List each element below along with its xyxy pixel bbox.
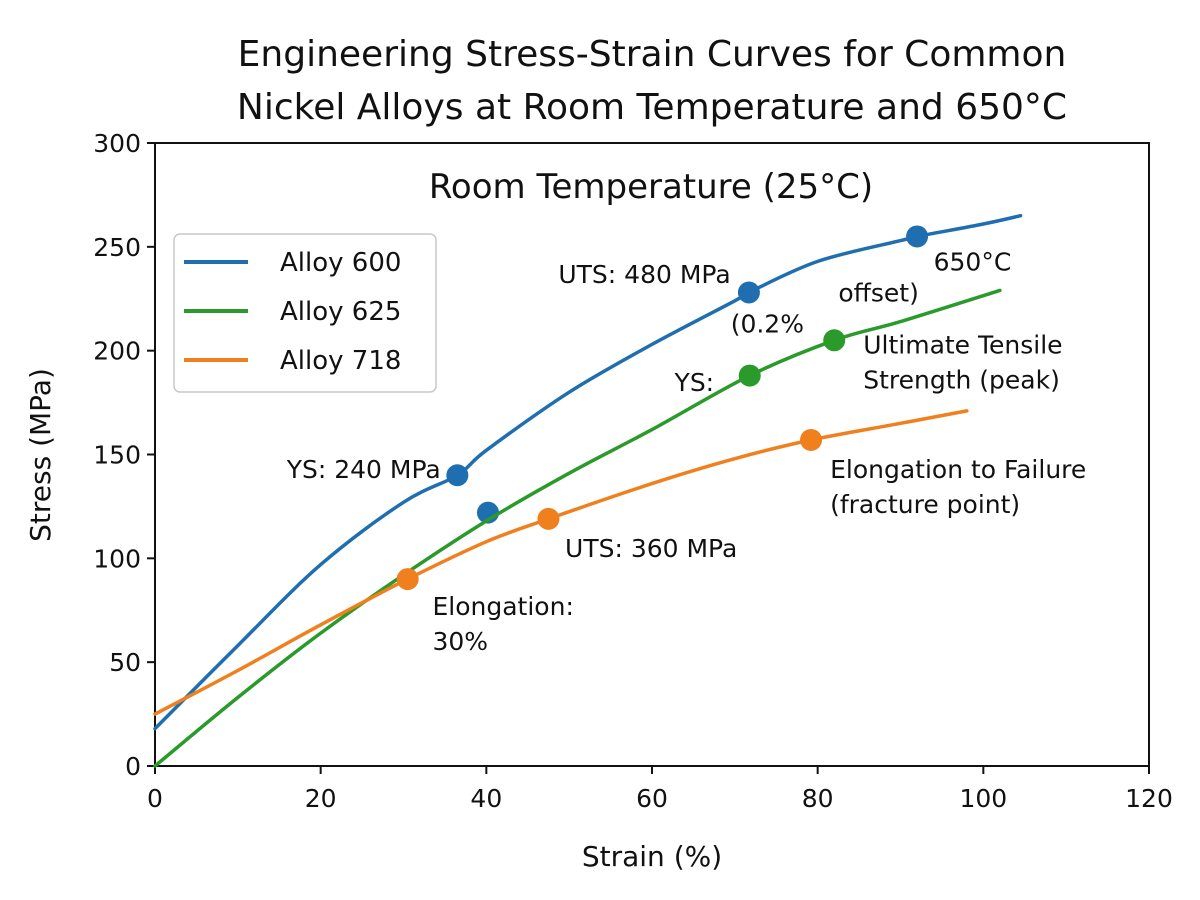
y-axis: 0 50 100 150 200 250 300 [93,129,155,781]
y-tick-label: 100 [93,544,141,573]
y-tick-label: 250 [93,233,141,262]
x-tick-label: 80 [802,784,834,813]
annotation-text: YS: 240 MPa [286,455,441,484]
legend-item-alloy-600: Alloy 600 [184,248,401,278]
data-point-alloy-600 [906,225,929,248]
annotation-text: UTS: 360 MPa [565,534,737,563]
legend-item-alloy-625: Alloy 625 [184,297,401,327]
x-tick-label: 60 [636,784,668,813]
annotation: (0.2% [731,310,804,339]
chart-subtitle: Room Temperature (25°C) [429,167,873,207]
annotation-text: Elongation: [432,592,573,621]
data-point-alloy-718 [537,507,560,530]
annotation-text: 650°C [934,247,1012,276]
legend-label: Alloy 600 [280,248,401,278]
annotation-layer: YS: 240 MPa UTS: 480 MPa offset) 650°C (0.2%… [286,247,1087,656]
legend-box [173,233,437,393]
y-tick-label: 300 [93,129,141,158]
annotation: YS: [674,368,715,397]
annotation-text: 30% [432,627,488,656]
chart-title-line-2: Nickel Alloys at Room Temperature and 65… [237,87,1067,128]
data-point-alloy-718 [800,428,823,451]
legend: Alloy 600 Alloy 625 Alloy 718 [173,233,437,393]
legend-item-alloy-718: Alloy 718 [184,346,401,376]
annotation: Elongation: 30% [432,592,573,656]
annotation: 650°C [934,247,1012,276]
data-point-alloy-600 [446,464,469,487]
annotation-text: UTS: 480 MPa [558,260,730,289]
annotation: Ultimate Tensile Strength (peak) [863,330,1062,394]
x-tick-label: 100 [959,784,1007,813]
annotation: offset) [838,279,918,308]
series-alloy-600 [153,213,1023,731]
annotation: UTS: 360 MPa [565,534,737,563]
x-axis-label: Strain (%) [582,840,722,873]
annotation-text: offset) [838,279,918,308]
series-layer [153,213,1023,768]
y-tick-label: 50 [109,648,141,677]
y-tick-label: 200 [93,337,141,366]
data-point-alloy-718 [396,568,419,591]
annotation-text: YS: [674,368,715,397]
annotation-text: (fracture point) [830,490,1020,519]
annotation-text: Strength (peak) [863,365,1060,394]
annotation-text: Ultimate Tensile [863,330,1062,359]
series-alloy-718 [153,409,969,716]
annotation: Elongation to Failure (fracture point) [830,455,1086,519]
x-axis: 0 20 40 60 80 100 120 [147,766,1173,813]
y-tick-label: 150 [93,441,141,470]
chart-title-line-1: Engineering Stress-Strain Curves for Com… [238,34,1067,75]
legend-label: Alloy 625 [280,297,401,327]
y-tick-label: 0 [125,752,141,781]
annotation: YS: 240 MPa [286,455,441,484]
series-line-alloy-625 [153,288,1002,768]
x-tick-label: 0 [147,784,163,813]
annotation-text: (0.2% [731,310,804,339]
x-tick-label: 40 [470,784,502,813]
annotation: UTS: 480 MPa [558,260,730,289]
x-tick-label: 20 [305,784,337,813]
chart-title: Engineering Stress-Strain Curves for Com… [237,34,1067,128]
y-axis-label: Stress (MPa) [24,368,57,542]
x-tick-label: 120 [1125,784,1173,813]
data-point-alloy-625 [823,329,846,352]
legend-label: Alloy 718 [280,346,401,376]
series-alloy-625 [153,288,1002,768]
data-point-alloy-600 [737,281,760,304]
data-point-alloy-625 [738,364,761,387]
annotation-text: Elongation to Failure [830,455,1086,484]
